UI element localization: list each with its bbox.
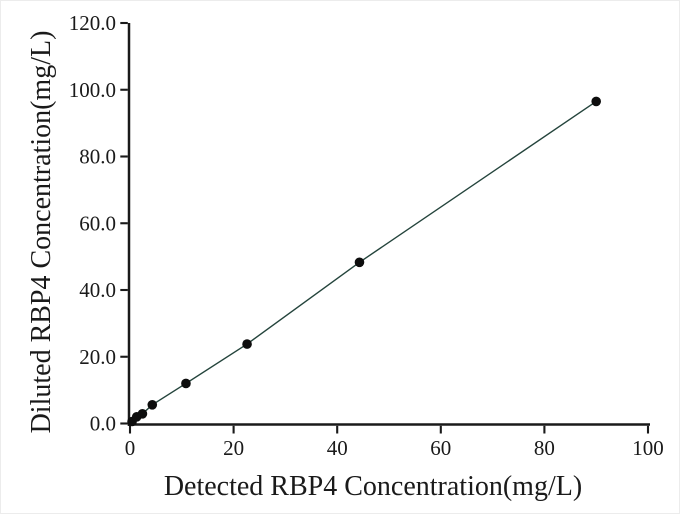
data-point (242, 339, 252, 349)
data-point (137, 409, 148, 419)
y-tick-label: 40.0 (79, 278, 116, 302)
y-tick-label: 100.0 (69, 78, 116, 102)
y-tick-label: 80.0 (79, 145, 116, 169)
y-tick-label: 0.0 (90, 412, 116, 436)
x-axis-title: Detected RBP4 Concentration(mg/L) (164, 471, 582, 502)
data-point (354, 257, 365, 268)
x-tick-label: 80 (534, 436, 555, 460)
y-tick-label: 60.0 (79, 211, 116, 235)
data-point (147, 400, 158, 410)
x-tick-label: 40 (327, 436, 348, 460)
y-tick-label: 120.0 (69, 11, 116, 35)
x-tick-label: 60 (430, 436, 451, 460)
data-point (591, 96, 601, 107)
data-point (181, 378, 191, 389)
y-tick-label: 20.0 (79, 345, 116, 369)
x-tick-label: 100 (632, 436, 664, 460)
x-tick-label: 20 (223, 436, 244, 460)
y-axis-title: Diluted RBP4 Concentration(mg/L) (26, 31, 57, 434)
x-tick-label: 0 (125, 436, 136, 460)
